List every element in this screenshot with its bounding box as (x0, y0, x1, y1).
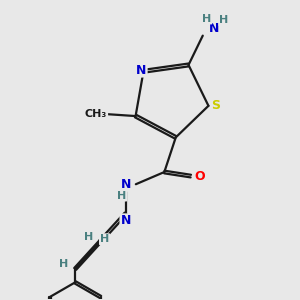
Text: S: S (211, 99, 220, 112)
Text: N: N (121, 214, 131, 227)
Text: N: N (209, 22, 219, 35)
Text: H: H (219, 15, 229, 25)
Text: H: H (202, 14, 212, 23)
Text: N: N (121, 178, 131, 191)
Text: O: O (194, 169, 205, 183)
Text: H: H (59, 259, 68, 269)
Text: H: H (117, 190, 126, 201)
Text: H: H (100, 234, 109, 244)
Text: CH₃: CH₃ (85, 109, 107, 119)
Text: H: H (84, 232, 94, 242)
Text: N: N (136, 64, 147, 76)
